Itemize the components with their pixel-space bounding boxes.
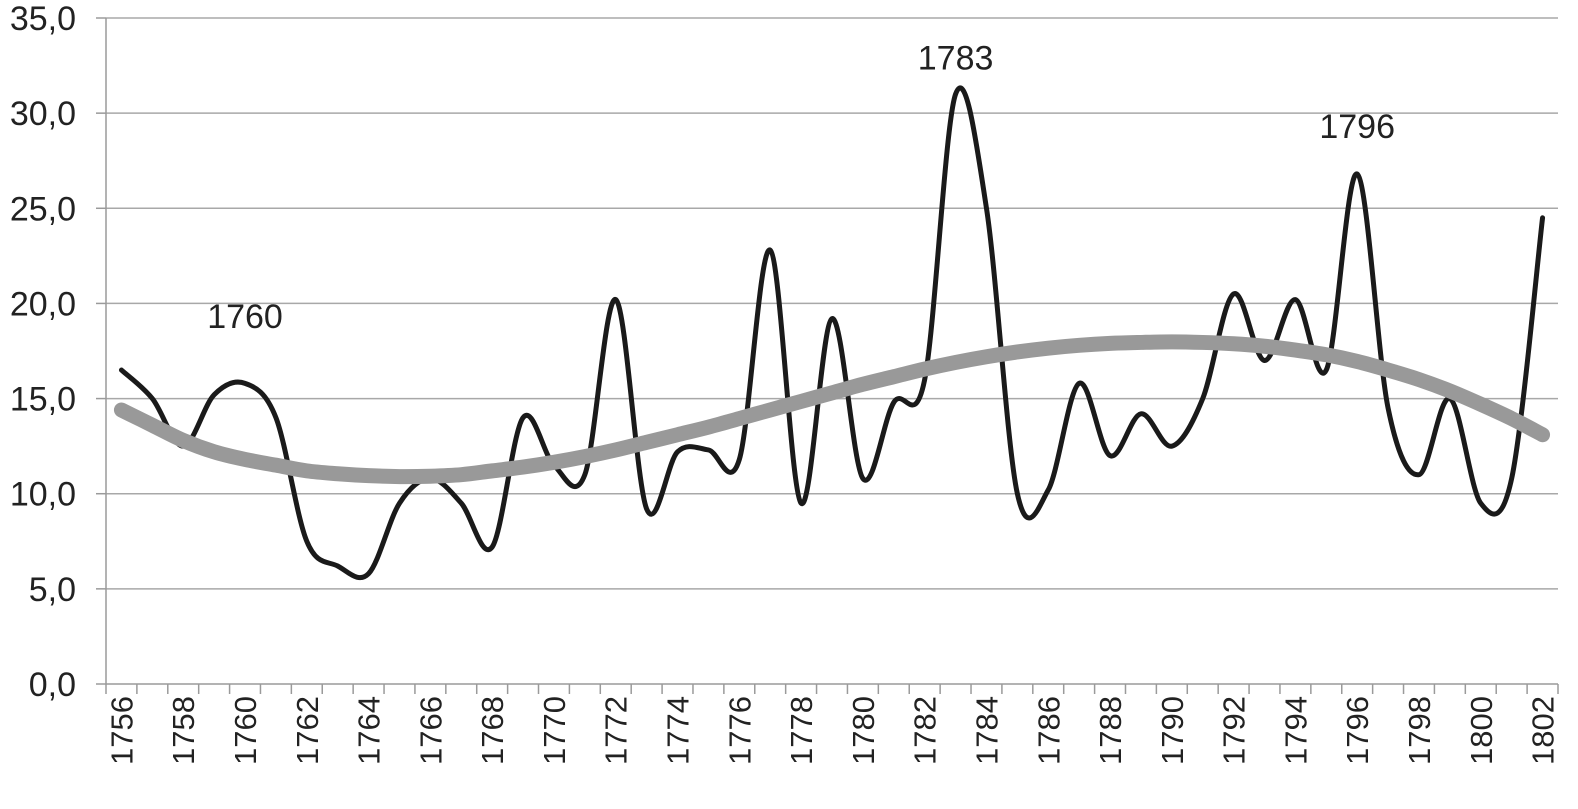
x-tick-label: 1800 — [1464, 696, 1499, 765]
x-tick-label: 1774 — [661, 696, 696, 765]
y-tick-label: 0,0 — [29, 666, 76, 704]
y-tick-label: 5,0 — [29, 571, 76, 609]
x-tick-label: 1798 — [1402, 696, 1437, 765]
x-tick-label: 1766 — [413, 696, 448, 765]
x-tick-label: 1792 — [1217, 696, 1252, 765]
axes — [96, 17, 1559, 694]
x-tick-label: 1768 — [475, 696, 510, 765]
x-axis-tick-labels: 1756 1758 1760 1762 1764 1766 1768 1770 1772 1774… — [104, 696, 1560, 765]
x-tick-label: 1770 — [537, 696, 572, 765]
x-tick-label: 1782 — [908, 696, 943, 765]
data-series-line — [118, 85, 1546, 581]
x-tick-label: 1790 — [1155, 696, 1190, 765]
x-tick-label: 1786 — [1031, 696, 1066, 765]
annotation-label: 1760 — [207, 298, 283, 336]
gridlines — [106, 17, 1558, 590]
x-tick-label: 1776 — [722, 696, 757, 765]
y-tick-label: 20,0 — [10, 285, 76, 323]
y-tick-label: 30,0 — [10, 95, 76, 133]
x-tick-label: 1788 — [1093, 696, 1128, 765]
annotation-label: 1796 — [1319, 108, 1395, 146]
y-tick-label: 25,0 — [10, 190, 76, 228]
trend-line — [113, 334, 1551, 485]
x-tick-label: 1756 — [104, 696, 139, 765]
x-tick-label: 1796 — [1340, 696, 1375, 765]
x-tick-label: 1794 — [1278, 696, 1313, 765]
x-tick-label: 1758 — [166, 696, 201, 765]
x-tick-label: 1784 — [969, 696, 1004, 765]
x-tick-label: 1778 — [784, 696, 819, 765]
y-tick-label: 10,0 — [10, 476, 76, 514]
x-tick-label: 1760 — [228, 696, 263, 765]
x-tick-label: 1802 — [1526, 696, 1561, 765]
annotation-label: 1783 — [918, 39, 994, 77]
series-lines — [113, 85, 1551, 581]
x-tick-label: 1780 — [846, 696, 881, 765]
y-axis-tick-labels: 0,0 5,0 10,0 15,0 20,0 25,0 30,0 35,0 — [10, 0, 76, 704]
y-tick-label: 35,0 — [10, 0, 76, 38]
x-tick-label: 1762 — [290, 696, 325, 765]
x-tick-label: 1772 — [599, 696, 634, 765]
annotations: 1760 1783 1796 — [207, 39, 1395, 336]
y-tick-label: 15,0 — [10, 381, 76, 419]
x-tick-label: 1764 — [352, 696, 387, 765]
